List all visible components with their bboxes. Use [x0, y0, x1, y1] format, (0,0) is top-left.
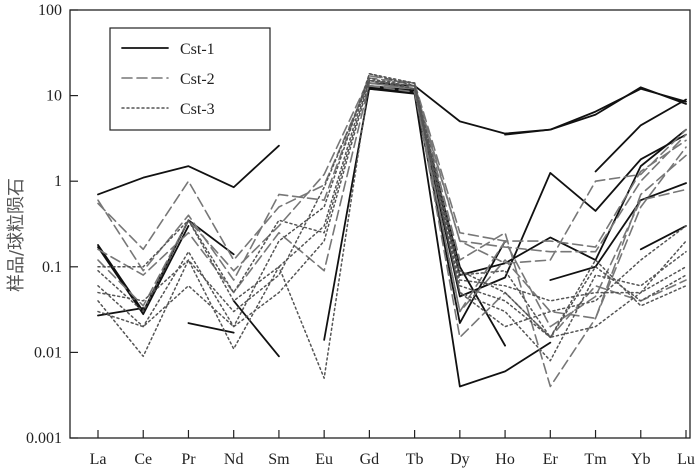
series-line-cst-3: [97, 79, 687, 379]
series-line-cst-1: [232, 299, 280, 358]
legend-label-cst-3: Cst-3: [180, 101, 215, 118]
series-line-cst-3: [97, 79, 687, 339]
x-tick-label: Tm: [584, 451, 607, 468]
x-tick-label: Eu: [315, 451, 333, 468]
x-tick-label: Dy: [450, 451, 470, 468]
x-tick-label: Tb: [406, 451, 424, 468]
y-tick-label: 0.01: [34, 344, 62, 361]
y-tick-label: 0.001: [26, 430, 62, 447]
x-tick-label: Er: [543, 451, 559, 468]
series-layer: [97, 73, 687, 388]
legend-box: [109, 27, 271, 131]
series-line-cst-2: [368, 85, 687, 328]
series-line-cst-1: [97, 225, 190, 316]
y-tick-label: 1: [54, 173, 62, 190]
x-tick-label: Yb: [631, 451, 651, 468]
legend-label-cst-2: Cst-2: [180, 71, 215, 88]
x-tick-label: Pr: [181, 451, 196, 468]
series-line-cst-3: [97, 79, 687, 328]
series-line-cst-1: [97, 307, 145, 317]
series-line-cst-3: [97, 73, 687, 302]
series-line-cst-1: [549, 182, 687, 281]
series-line-cst-2: [97, 82, 687, 320]
x-tick-label: Ho: [495, 451, 515, 468]
y-tick-label: 100: [38, 2, 62, 19]
x-tick-label: Nd: [224, 451, 244, 468]
x-tick-label: Sm: [268, 451, 290, 468]
series-line-cst-1: [504, 86, 687, 136]
series-line-cst-1: [97, 144, 280, 196]
y-axis-label: 样品/球粒陨石: [6, 178, 27, 292]
legend: Cst-1 Cst-2 Cst-3: [109, 27, 271, 131]
series-line-cst-1: [594, 98, 687, 173]
series-line-cst-2: [97, 77, 687, 388]
x-tick-label: Lu: [677, 451, 695, 468]
series-line-cst-2: [368, 85, 687, 265]
y-tick-label: 10: [46, 88, 62, 105]
axis-layer: 100 10 1 0.1 0.01 0.001 La Ce Pr Nd Sm Eu Gd Tb Dy Ho Er…: [26, 2, 695, 468]
legend-label-cst-1: Cst-1: [180, 41, 215, 58]
x-tick-label: Gd: [360, 451, 380, 468]
series-line-cst-1: [639, 225, 687, 251]
series-line-cst-1: [187, 322, 235, 334]
x-tick-label: La: [90, 451, 107, 468]
y-tick-label: 0.1: [42, 259, 62, 276]
x-tick-label: Ce: [134, 451, 152, 468]
series-line-cst-1: [368, 87, 552, 388]
